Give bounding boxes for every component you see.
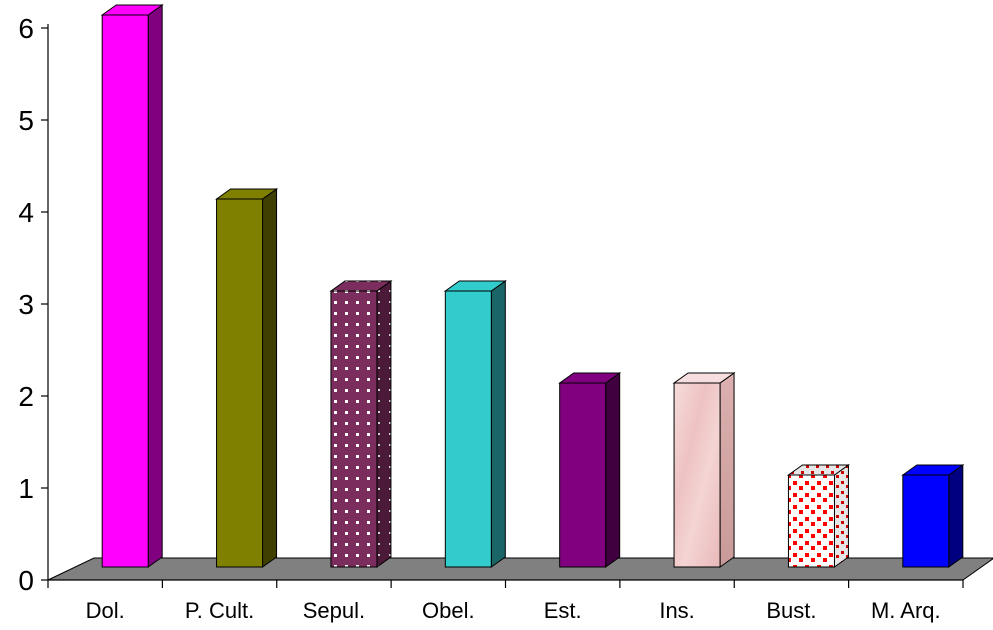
bar-side	[833, 464, 849, 568]
bar-side	[147, 4, 163, 568]
bar-side	[948, 464, 964, 568]
x-axis	[47, 579, 964, 588]
y-tick-label: 5	[18, 105, 34, 136]
bar-side	[376, 280, 392, 568]
bar-dol	[100, 4, 164, 568]
bar-front	[330, 290, 378, 568]
bar-est	[558, 372, 622, 568]
bars	[100, 4, 965, 568]
bar-side	[490, 280, 506, 568]
bar-side	[605, 372, 621, 568]
bar-side	[262, 188, 278, 568]
bar-ins	[672, 372, 736, 568]
bar-front	[444, 290, 492, 568]
y-tick-label: 3	[18, 289, 34, 320]
x-category-label: Dol.	[86, 598, 125, 623]
y-tick-label: 2	[18, 381, 34, 412]
bar-front	[673, 382, 721, 568]
bar-obel	[443, 280, 507, 568]
bar-sepul	[329, 280, 393, 568]
bar-bust	[786, 464, 850, 568]
bar-front	[787, 474, 835, 568]
bar-p-cult	[215, 188, 279, 568]
x-category-label: M. Arq.	[871, 598, 941, 623]
y-tick-label: 6	[18, 13, 34, 44]
x-category-label: Bust.	[766, 598, 816, 623]
bar-front	[902, 474, 950, 568]
y-axis	[41, 24, 49, 581]
y-tick-label: 4	[18, 197, 34, 228]
chart-floor	[47, 557, 993, 581]
y-tick-label: 0	[18, 565, 34, 596]
x-category-label: P. Cult.	[185, 598, 254, 623]
x-category-label: Ins.	[659, 598, 694, 623]
y-tick-labels: 0 1 2 3 4 5 6	[18, 13, 34, 596]
y-tick-label: 1	[18, 473, 34, 504]
bar-m-arq	[901, 464, 965, 568]
x-category-label: Obel.	[422, 598, 475, 623]
bar-front	[559, 382, 607, 568]
bar-front	[101, 14, 149, 568]
x-category-label: Est.	[544, 598, 582, 623]
x-category-labels: Dol. P. Cult. Sepul. Obel. Est. Ins. Bust. M. A…	[86, 598, 941, 623]
bar-front	[216, 198, 264, 568]
floor-plane	[47, 557, 993, 581]
bar-side	[719, 372, 735, 568]
x-category-label: Sepul.	[303, 598, 365, 623]
